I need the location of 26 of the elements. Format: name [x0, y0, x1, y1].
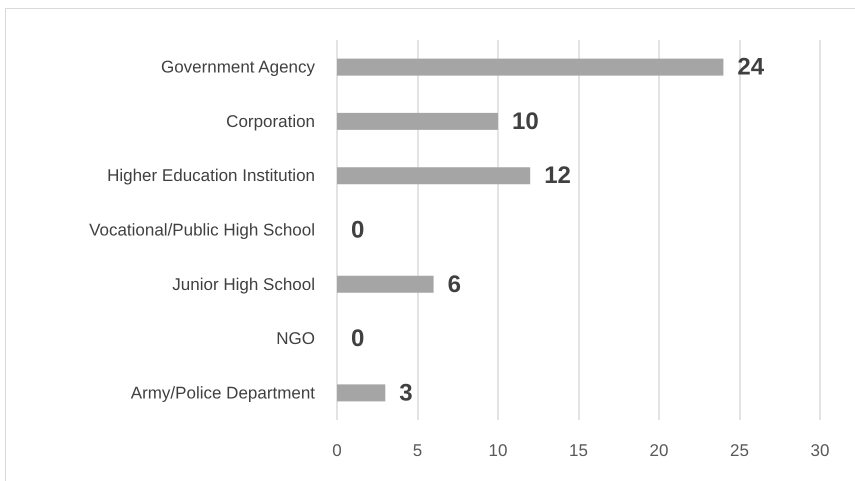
data-label: 0 [351, 216, 364, 244]
x-tick-label: 30 [810, 441, 830, 460]
data-label: 6 [448, 270, 461, 298]
x-tick-label: 10 [488, 441, 508, 460]
bar [337, 384, 386, 402]
y-tick-label: Higher Education Institution [107, 166, 315, 186]
y-tick-label: Corporation [226, 112, 315, 131]
y-tick-label: Army/Police Department [130, 383, 316, 402]
data-label: 0 [351, 325, 364, 352]
x-tick-label: 25 [730, 441, 749, 460]
y-tick-label: Junior High School [172, 274, 315, 294]
bar [337, 58, 724, 76]
data-label: 24 [737, 54, 765, 81]
y-tick-label: Vocational/Public High School [89, 220, 315, 240]
bar [337, 112, 498, 130]
data-label: 3 [399, 379, 413, 406]
x-tick-label: 20 [650, 441, 668, 460]
data-label: 10 [512, 108, 539, 135]
x-tick-label: 15 [569, 441, 588, 460]
x-tick-label: 5 [412, 441, 422, 460]
x-tick-label: 0 [332, 441, 342, 460]
y-tick-label: Government Agency [160, 58, 316, 77]
bar [337, 276, 434, 293]
bar [337, 167, 530, 184]
data-label: 12 [544, 162, 571, 190]
y-tick-label: NGO [276, 329, 315, 348]
